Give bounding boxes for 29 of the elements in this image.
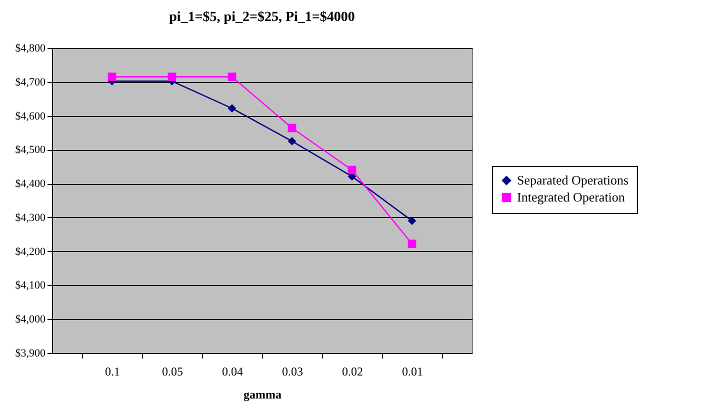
y-tick-label: $4,100	[15, 280, 46, 292]
x-tick-label: 0.04	[222, 364, 243, 378]
point	[228, 72, 236, 81]
y-tick-label: $4,800	[15, 42, 46, 54]
point	[408, 216, 416, 226]
x-tick-label: 0.1	[105, 364, 120, 378]
point	[108, 72, 116, 81]
y-tick-label: $4,500	[15, 144, 46, 156]
y-tick-label: $4,000	[15, 314, 46, 326]
y-tick-label: $4,400	[15, 178, 46, 190]
point	[288, 137, 296, 146]
x-tick-label: 0.01	[402, 364, 423, 378]
x-tick-label: 0.03	[282, 364, 303, 378]
y-tick-label: $4,200	[15, 246, 46, 258]
point	[288, 124, 296, 132]
legend-label: Integrated Operation	[517, 190, 626, 204]
y-tick-label: $4,700	[15, 76, 46, 88]
y-tick-label: $4,300	[15, 212, 46, 224]
point	[228, 104, 236, 113]
y-tick-label: $4,600	[15, 110, 46, 122]
y-tick-label: $3,900	[15, 348, 46, 360]
point	[168, 72, 176, 81]
x-tick-label: 0.05	[162, 364, 183, 378]
chart-title: pi_1=$5, pi_2=$25, Pi_1=$4000	[169, 10, 355, 25]
x-axis-title: gamma	[244, 388, 282, 402]
point	[408, 240, 416, 248]
x-tick-label: 0.02	[342, 364, 363, 378]
point	[348, 166, 356, 174]
legend-label: Separated Operations	[517, 172, 629, 188]
